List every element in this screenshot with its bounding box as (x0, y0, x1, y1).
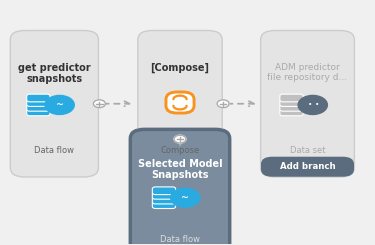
Circle shape (298, 96, 327, 114)
FancyBboxPatch shape (138, 31, 222, 177)
Text: get predictor
snapshots: get predictor snapshots (18, 63, 91, 84)
Text: •: • (315, 102, 320, 108)
Text: Data flow: Data flow (160, 235, 200, 244)
FancyBboxPatch shape (27, 108, 50, 116)
FancyBboxPatch shape (130, 129, 230, 245)
FancyBboxPatch shape (280, 108, 303, 116)
Circle shape (93, 100, 105, 108)
Text: ~: ~ (56, 99, 63, 109)
FancyBboxPatch shape (280, 94, 303, 102)
Circle shape (174, 135, 186, 143)
Text: Data flow: Data flow (34, 146, 74, 155)
FancyBboxPatch shape (27, 103, 50, 111)
FancyBboxPatch shape (280, 99, 303, 106)
FancyBboxPatch shape (261, 31, 354, 177)
Circle shape (217, 100, 229, 108)
Circle shape (171, 188, 200, 207)
Text: Compose: Compose (160, 146, 200, 155)
FancyBboxPatch shape (166, 92, 194, 113)
FancyBboxPatch shape (27, 94, 50, 102)
Circle shape (45, 96, 74, 114)
FancyBboxPatch shape (10, 31, 98, 177)
Text: [Compose]: [Compose] (150, 63, 210, 73)
FancyBboxPatch shape (152, 196, 176, 204)
Text: •: • (308, 102, 312, 108)
Text: Data set: Data set (290, 146, 325, 155)
Text: ~: ~ (182, 192, 189, 201)
Text: Add branch: Add branch (280, 162, 335, 171)
Text: Selected Model
Snapshots: Selected Model Snapshots (138, 159, 222, 181)
FancyBboxPatch shape (152, 192, 176, 199)
Text: ADM predictor
file repository d...: ADM predictor file repository d... (267, 63, 348, 82)
FancyBboxPatch shape (152, 201, 176, 208)
FancyBboxPatch shape (152, 187, 176, 195)
FancyBboxPatch shape (261, 157, 354, 177)
FancyBboxPatch shape (27, 99, 50, 106)
FancyBboxPatch shape (280, 103, 303, 111)
